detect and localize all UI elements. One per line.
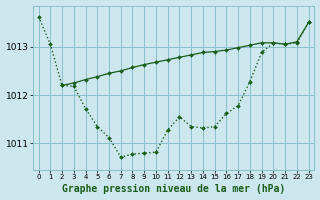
X-axis label: Graphe pression niveau de la mer (hPa): Graphe pression niveau de la mer (hPa) [62,184,285,194]
